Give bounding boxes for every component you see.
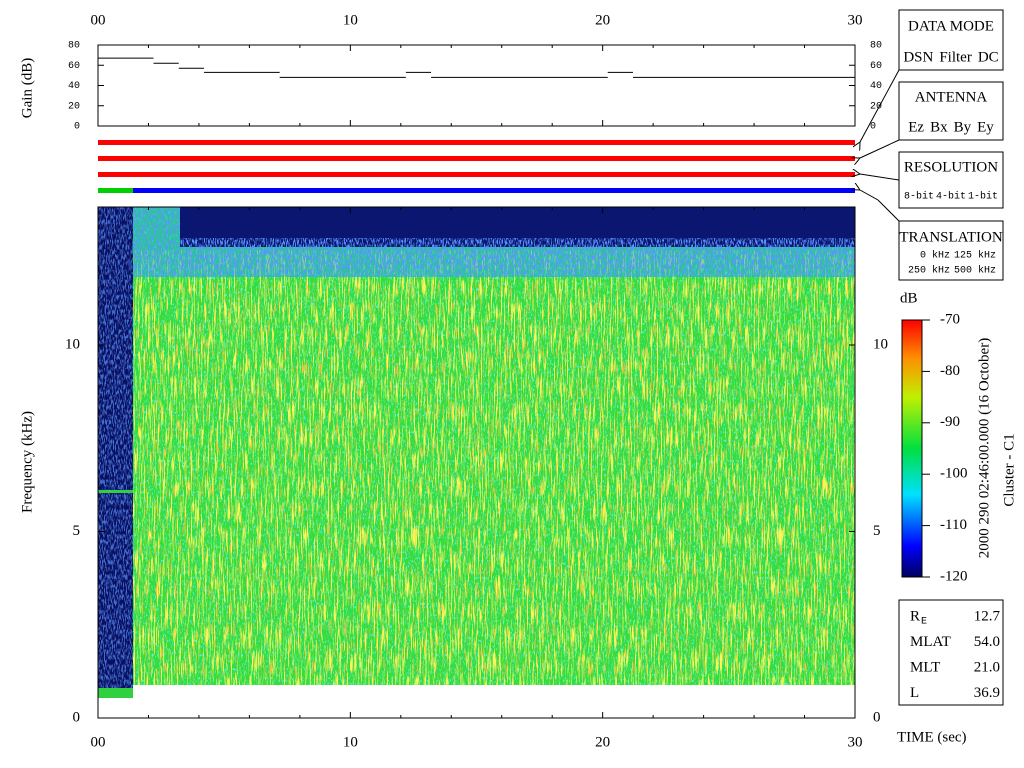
- y-tick-label: 0: [74, 122, 80, 133]
- x-tick-label: 20: [595, 12, 610, 28]
- legend-item: 8-bit: [904, 191, 934, 203]
- y-tick-label: 10: [873, 336, 888, 352]
- colorbar-tick-label: -80: [940, 363, 960, 379]
- pointer: [860, 190, 900, 222]
- legend-item: By: [954, 119, 972, 135]
- colorbar-tick-label: -120: [940, 568, 968, 584]
- mode-bar: [98, 140, 855, 145]
- legend-item: Bx: [930, 119, 948, 135]
- ephemeris-value: 54.0: [974, 634, 1000, 650]
- ephemeris-label: MLT: [910, 659, 940, 675]
- y-tick-label: 0: [73, 709, 81, 725]
- timestamp: 2000 290 02:46:00.000 (16 October): [976, 338, 992, 558]
- ephemeris-label: MLAT: [910, 634, 951, 650]
- ephemeris-label: L: [910, 685, 919, 701]
- legend-item: DSN: [903, 49, 933, 65]
- legend-item: 1-bit: [968, 191, 998, 203]
- y-tick-label: 20: [68, 101, 80, 112]
- y-tick-label: 5: [73, 523, 81, 539]
- box-title: TRANSLATION: [899, 229, 1002, 245]
- x-tick-label: 00: [91, 734, 106, 750]
- ephemeris-box: [898, 599, 1004, 706]
- spectrogram-frame: [97, 206, 856, 719]
- x-tick-label: 30: [848, 12, 863, 28]
- colorbar-tick-label: -90: [940, 414, 960, 430]
- x-axis-label: TIME (sec): [897, 729, 967, 745]
- box-title: RESOLUTION: [904, 159, 998, 175]
- x-tick-label: 10: [343, 734, 358, 750]
- y-tick-label: 80: [870, 41, 882, 52]
- y-tick-label: 5: [873, 523, 881, 539]
- legend-item: DC: [978, 49, 999, 65]
- ephemeris-label: R: [910, 608, 920, 624]
- y-tick-label: 10: [65, 336, 80, 352]
- colorbar-tick-label: -100: [940, 466, 968, 482]
- x-tick-label: 30: [848, 734, 863, 750]
- y-tick-label: 40: [870, 81, 882, 92]
- legend-item: Ey: [977, 119, 994, 135]
- pointer: [860, 69, 900, 142]
- colorbar-tick-label: -70: [940, 311, 960, 327]
- x-tick-label: 20: [595, 734, 610, 750]
- pointer: [860, 139, 900, 158]
- legend-item: Filter: [939, 49, 972, 65]
- legend-item: Ez: [908, 119, 924, 135]
- legend-item: 0 kHz: [920, 250, 950, 262]
- y-tick-label: 40: [68, 81, 80, 92]
- y-tick-label: 20: [870, 101, 882, 112]
- resolution-bar: [98, 172, 855, 177]
- antenna-bar: [98, 156, 855, 161]
- ephemeris-value: 12.7: [974, 608, 1001, 624]
- y-tick-label: 0: [870, 122, 876, 133]
- y-tick-label: 60: [870, 61, 882, 72]
- data-mode-box: [898, 9, 1004, 71]
- pointer: [860, 174, 900, 181]
- translation-bar: [133, 188, 855, 193]
- spectrogram-image: [98, 207, 855, 718]
- y-axis-label: Frequency (kHz): [19, 411, 35, 513]
- colorbar: [901, 319, 923, 578]
- ephemeris-value: 21.0: [974, 659, 1000, 675]
- spacecraft: Cluster - C1: [1001, 433, 1017, 506]
- translation-bar: [98, 188, 133, 193]
- y-axis-label: Gain (dB): [19, 58, 35, 118]
- legend-item: 500 kHz: [954, 265, 996, 277]
- x-tick-label: 00: [91, 12, 106, 28]
- y-tick-label: 60: [68, 61, 80, 72]
- x-tick-label: 10: [343, 12, 358, 28]
- legend-item: 4-bit: [936, 191, 966, 203]
- ephemeris-sub: E: [921, 617, 927, 628]
- y-tick-label: 80: [68, 41, 80, 52]
- translation-box: [898, 220, 1004, 281]
- box-title: ANTENNA: [915, 89, 988, 105]
- legend-item: 125 kHz: [954, 250, 996, 262]
- antenna-box: [898, 81, 1004, 141]
- gain-frame: [97, 44, 856, 127]
- colorbar-label: dB: [900, 290, 918, 306]
- ephemeris-value: 36.9: [974, 685, 1000, 701]
- box-title: DATA MODE: [908, 18, 994, 34]
- colorbar-tick-label: -110: [940, 517, 967, 533]
- y-tick-label: 0: [873, 709, 881, 725]
- legend-item: 250 kHz: [908, 265, 950, 277]
